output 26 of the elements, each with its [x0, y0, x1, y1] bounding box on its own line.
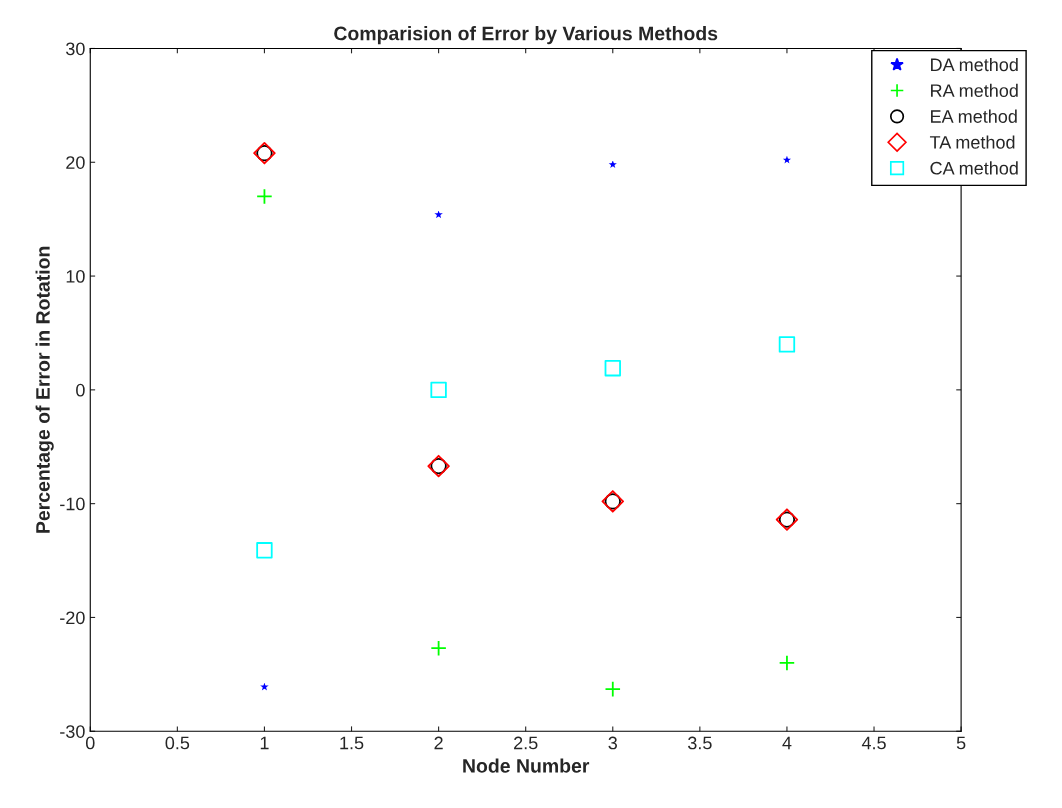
x-axis-title: Node Number	[463, 758, 590, 773]
x-tick-label: 2	[434, 736, 443, 750]
x-tick-label: 1.5	[340, 736, 364, 750]
y-tick-label: -30	[60, 725, 85, 738]
x-tick-label: 4	[782, 736, 792, 750]
legend-label: RA method	[931, 83, 1018, 98]
legend-label: DA method	[931, 57, 1018, 72]
legend-label: TA method	[929, 135, 1015, 149]
x-tick-label: 0.5	[165, 736, 190, 750]
y-tick-label: 30	[66, 42, 85, 56]
y-tick-label: -20	[60, 611, 85, 625]
y-axis-title: Percentage of Error in Rotation	[35, 246, 54, 533]
legend-label: CA method	[930, 161, 1018, 175]
x-tick-label: 3.5	[688, 736, 712, 750]
x-tick-label: 5	[956, 736, 966, 750]
chart-title: Comparision of Error by Various Methods	[334, 26, 718, 45]
y-tick-label: 0	[76, 383, 85, 397]
y-tick-label: -10	[60, 497, 85, 511]
legend-label: EA method	[931, 109, 1017, 123]
x-tick-label: 1	[260, 736, 269, 750]
x-tick-label: 4.5	[861, 736, 886, 750]
y-tick-label: 10	[66, 270, 85, 283]
y-tick-label: 20	[66, 156, 85, 169]
x-tick-label: 0	[85, 736, 95, 750]
x-tick-label: 3	[608, 736, 617, 750]
x-tick-label: 2.5	[514, 736, 538, 750]
